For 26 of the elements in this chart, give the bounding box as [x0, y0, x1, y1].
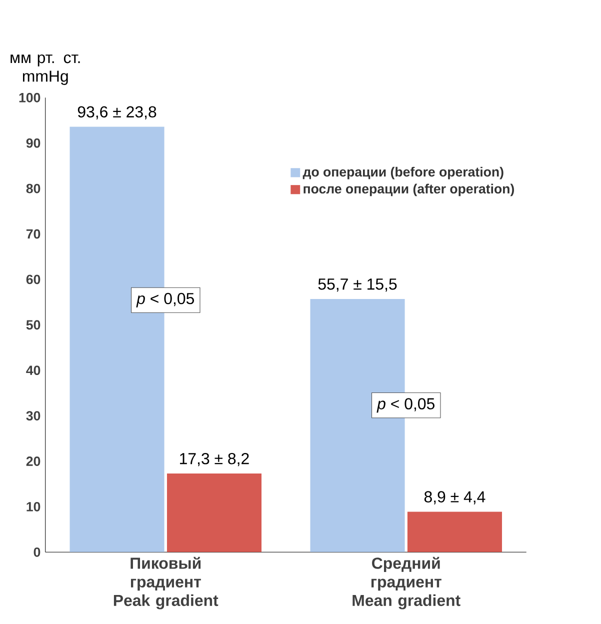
bar	[310, 298, 405, 552]
y-tick-label: 30	[26, 411, 40, 420]
y-axis-title: мм рт. ст. mmHg	[10, 54, 80, 85]
y-tick-label: 50	[26, 320, 40, 330]
x-tick-label: Средний градиент Mean gradient	[352, 556, 460, 610]
legend-label: до операции (before operation)	[302, 166, 504, 180]
y-tick-label: 90	[26, 138, 40, 148]
data-label: 93,6 ± 23,8	[78, 106, 156, 120]
y-tick-label: 80	[26, 184, 40, 194]
data-label: 8,9 ± 4,4	[424, 491, 486, 504]
y-tick-label: 70	[26, 229, 40, 239]
bar	[70, 126, 164, 552]
bar	[407, 512, 502, 552]
data-label: 55,7 ± 15,5	[318, 278, 397, 292]
y-tick-label: 0	[34, 547, 40, 557]
data-label: 17,3 ± 8,2	[180, 452, 249, 466]
annotation: p < 0,05	[136, 292, 194, 308]
y-tick-label: 60	[26, 274, 40, 284]
legend-label: после операции (after operation)	[304, 184, 514, 196]
annotation: p < 0,05	[376, 398, 434, 413]
y-tick-label: 40	[26, 366, 40, 376]
y-tick-label: 100	[19, 92, 40, 102]
y-tick-label: 20	[26, 456, 40, 466]
y-tick-label: 10	[26, 502, 40, 512]
bar	[166, 474, 262, 552]
x-tick-label: Пиковый градиент Peak gradient	[114, 556, 218, 610]
